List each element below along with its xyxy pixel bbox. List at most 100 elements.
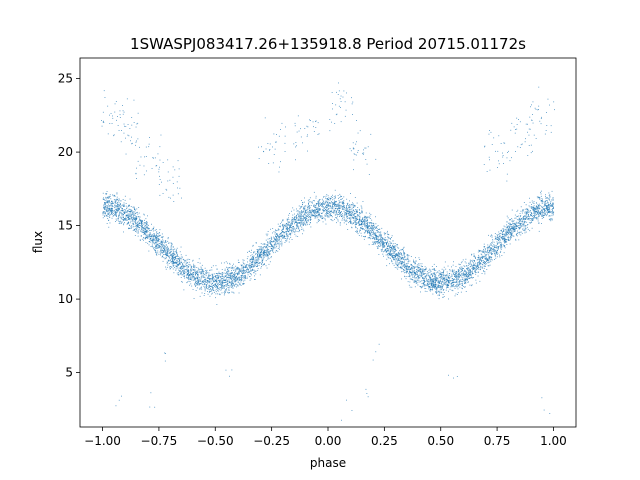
data-point bbox=[178, 261, 180, 262]
data-point bbox=[493, 244, 495, 246]
data-point bbox=[182, 281, 183, 283]
data-point bbox=[549, 195, 551, 197]
data-point bbox=[148, 228, 150, 230]
data-point bbox=[442, 272, 444, 274]
data-point bbox=[338, 197, 339, 199]
data-point bbox=[550, 201, 552, 203]
data-point bbox=[117, 206, 119, 208]
data-point bbox=[241, 269, 243, 271]
data-point bbox=[132, 213, 134, 214]
data-point bbox=[243, 275, 245, 277]
data-point bbox=[402, 257, 404, 259]
data-point bbox=[223, 279, 225, 281]
data-point bbox=[257, 264, 258, 266]
data-point bbox=[478, 262, 480, 264]
data-point bbox=[238, 262, 239, 263]
data-point bbox=[453, 271, 455, 273]
data-point bbox=[431, 282, 432, 284]
data-point bbox=[163, 257, 165, 259]
data-point bbox=[397, 244, 398, 246]
data-point bbox=[347, 229, 349, 230]
data-point bbox=[118, 208, 120, 210]
data-point bbox=[257, 254, 258, 256]
data-point bbox=[318, 211, 320, 213]
data-point bbox=[387, 248, 389, 250]
data-point bbox=[194, 269, 196, 271]
data-point bbox=[466, 278, 468, 280]
data-point bbox=[328, 204, 330, 206]
data-point bbox=[270, 228, 271, 230]
data-point bbox=[243, 280, 245, 282]
data-point bbox=[166, 254, 168, 255]
data-point bbox=[158, 239, 159, 241]
data-point bbox=[471, 284, 473, 286]
data-point bbox=[143, 214, 145, 216]
data-point bbox=[178, 273, 180, 275]
data-point bbox=[391, 253, 392, 255]
data-point bbox=[298, 227, 300, 229]
data-point bbox=[322, 206, 324, 207]
data-point bbox=[116, 219, 118, 221]
data-point bbox=[159, 239, 161, 241]
data-point bbox=[546, 202, 548, 204]
data-point bbox=[442, 274, 444, 276]
data-point bbox=[240, 268, 242, 270]
data-point bbox=[492, 239, 494, 240]
data-point bbox=[106, 202, 108, 203]
data-point bbox=[452, 271, 454, 273]
data-point bbox=[472, 269, 474, 270]
data-point bbox=[504, 234, 506, 236]
data-point bbox=[270, 238, 272, 240]
data-point bbox=[342, 213, 343, 215]
data-point bbox=[151, 239, 153, 241]
data-point bbox=[160, 251, 162, 253]
data-point bbox=[181, 265, 183, 267]
data-point bbox=[535, 208, 537, 209]
data-point bbox=[492, 248, 494, 250]
data-point bbox=[388, 237, 389, 239]
data-point bbox=[133, 228, 135, 230]
data-point bbox=[191, 285, 193, 287]
data-point bbox=[111, 212, 112, 214]
data-point bbox=[173, 251, 175, 253]
data-point bbox=[166, 266, 168, 268]
data-point bbox=[148, 244, 150, 246]
data-point bbox=[106, 191, 108, 192]
data-point bbox=[496, 254, 498, 255]
data-point bbox=[443, 278, 445, 280]
data-point bbox=[303, 217, 305, 219]
data-point bbox=[272, 250, 273, 252]
data-point bbox=[359, 224, 361, 226]
data-point bbox=[161, 244, 163, 245]
data-point bbox=[193, 272, 195, 274]
data-point bbox=[522, 220, 523, 222]
data-point bbox=[544, 209, 546, 210]
data-point bbox=[115, 206, 117, 208]
data-point bbox=[189, 277, 191, 279]
data-point bbox=[129, 211, 131, 213]
data-point bbox=[203, 282, 204, 284]
data-point bbox=[282, 229, 284, 230]
data-point bbox=[203, 276, 205, 278]
data-point bbox=[118, 206, 120, 207]
data-point bbox=[160, 244, 162, 245]
data-point bbox=[112, 215, 114, 217]
data-point bbox=[173, 264, 175, 266]
data-point bbox=[421, 283, 423, 285]
data-point bbox=[234, 268, 236, 270]
data-point bbox=[526, 216, 528, 218]
data-point bbox=[396, 245, 398, 247]
data-point bbox=[227, 273, 228, 275]
data-point bbox=[425, 273, 427, 274]
data-point bbox=[387, 239, 389, 241]
data-point bbox=[439, 273, 441, 274]
data-point bbox=[179, 251, 181, 253]
data-point bbox=[115, 221, 116, 222]
data-point bbox=[518, 215, 520, 217]
data-point bbox=[123, 219, 124, 221]
data-point bbox=[452, 279, 454, 281]
data-point bbox=[392, 246, 394, 248]
data-point bbox=[504, 226, 506, 228]
data-point bbox=[173, 254, 175, 256]
data-point bbox=[137, 223, 139, 225]
